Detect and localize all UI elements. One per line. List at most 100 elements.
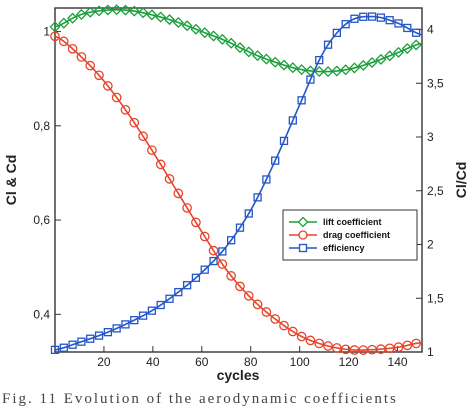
data-point <box>191 217 201 228</box>
data-point <box>234 42 246 54</box>
data-point <box>357 59 369 71</box>
data-point <box>59 343 68 352</box>
data-point <box>147 306 157 315</box>
data-point <box>217 259 228 269</box>
data-point <box>253 193 262 202</box>
legend-item: lift coefficient <box>289 216 382 228</box>
data-point <box>163 14 176 26</box>
data-point <box>288 116 297 125</box>
data-point <box>102 4 114 16</box>
data-point <box>50 31 60 42</box>
y-left-tick-label: 0,8 <box>33 119 50 133</box>
data-point <box>315 55 324 65</box>
x-tick-label: 20 <box>97 355 111 369</box>
data-point <box>402 340 413 351</box>
data-point <box>216 33 228 45</box>
data-point <box>366 57 378 69</box>
data-point <box>102 81 113 91</box>
data-point <box>155 11 167 23</box>
data-point <box>94 70 104 81</box>
data-point <box>279 136 289 146</box>
data-point <box>306 75 315 84</box>
y-right-tick-label: 3 <box>427 130 434 144</box>
x-tick-label: 140 <box>388 355 408 369</box>
legend-item: efficiency <box>289 243 365 253</box>
y-right-tick-label: 1 <box>427 345 434 359</box>
data-point <box>174 287 183 297</box>
figure-caption: Fig. 11 Evolution of the aerodynamic coe… <box>2 391 398 407</box>
legend: lift coefficient drag coefficient efficien… <box>282 209 418 261</box>
data-point <box>128 5 140 17</box>
data-point <box>67 12 79 24</box>
data-point <box>146 9 158 21</box>
y-right-tick-label: 1,5 <box>427 291 444 305</box>
data-point <box>296 64 308 76</box>
data-point <box>340 64 352 76</box>
data-point <box>332 28 342 38</box>
data-point <box>119 4 131 16</box>
data-point <box>112 324 121 333</box>
data-point <box>323 40 333 49</box>
series-layer <box>49 4 423 355</box>
data-point <box>252 50 264 62</box>
data-point <box>313 66 325 78</box>
data-point <box>138 131 148 142</box>
data-point <box>227 236 236 245</box>
legend-item: drag coefficient <box>289 230 390 240</box>
series-line <box>54 8 423 73</box>
data-point <box>331 65 343 77</box>
data-point <box>208 30 220 42</box>
series-line <box>54 15 423 351</box>
data-point <box>305 335 316 346</box>
data-point <box>359 12 368 21</box>
data-point <box>120 104 131 115</box>
data-point <box>93 5 105 17</box>
y-right-tick-label: 4 <box>427 23 434 37</box>
data-point <box>50 345 60 355</box>
data-point <box>367 12 377 21</box>
y-right-tick-label: 3,5 <box>427 76 444 90</box>
data-point <box>394 19 403 28</box>
data-point <box>244 209 253 218</box>
y-right-tick-label: 2,5 <box>427 184 444 198</box>
data-point <box>270 314 281 324</box>
data-point <box>314 338 325 349</box>
data-point <box>138 311 148 320</box>
data-point <box>393 342 404 352</box>
data-point <box>199 231 210 242</box>
data-point <box>235 223 245 232</box>
data-point <box>260 53 272 65</box>
data-point <box>155 159 166 170</box>
series-lift-coefficient <box>49 4 423 78</box>
data-point <box>58 36 69 47</box>
data-point <box>322 66 334 78</box>
data-point <box>323 341 333 351</box>
data-point <box>77 337 86 346</box>
data-point <box>287 62 299 74</box>
data-point <box>392 46 405 58</box>
data-point <box>111 92 122 103</box>
data-point <box>376 13 386 22</box>
y-axis-right-title: Cl/Cd <box>453 162 469 199</box>
y-left-tick-label: 1 <box>43 25 50 39</box>
data-point <box>76 52 87 62</box>
data-point <box>243 290 254 301</box>
y-axis-left-title: Cl & Cd <box>3 155 19 206</box>
data-point <box>75 8 87 20</box>
data-point <box>385 16 394 25</box>
series-drag-coefficient <box>50 31 423 355</box>
data-point <box>84 6 96 18</box>
data-point <box>191 273 201 282</box>
data-point <box>350 14 359 23</box>
data-point <box>68 340 77 349</box>
data-point <box>182 281 192 290</box>
data-point <box>173 188 184 199</box>
ticks: 20 40 60 80 100 120 140 0,4 0,6 0,8 1 1 1,5 2 2,5 3 3,5 4 <box>33 23 444 370</box>
data-point <box>401 43 413 55</box>
data-point <box>181 20 193 32</box>
legend-marker <box>298 243 308 253</box>
legend-label: drag coefficient <box>323 230 390 240</box>
data-point <box>86 334 95 343</box>
data-point <box>278 59 290 71</box>
data-point <box>287 326 298 337</box>
